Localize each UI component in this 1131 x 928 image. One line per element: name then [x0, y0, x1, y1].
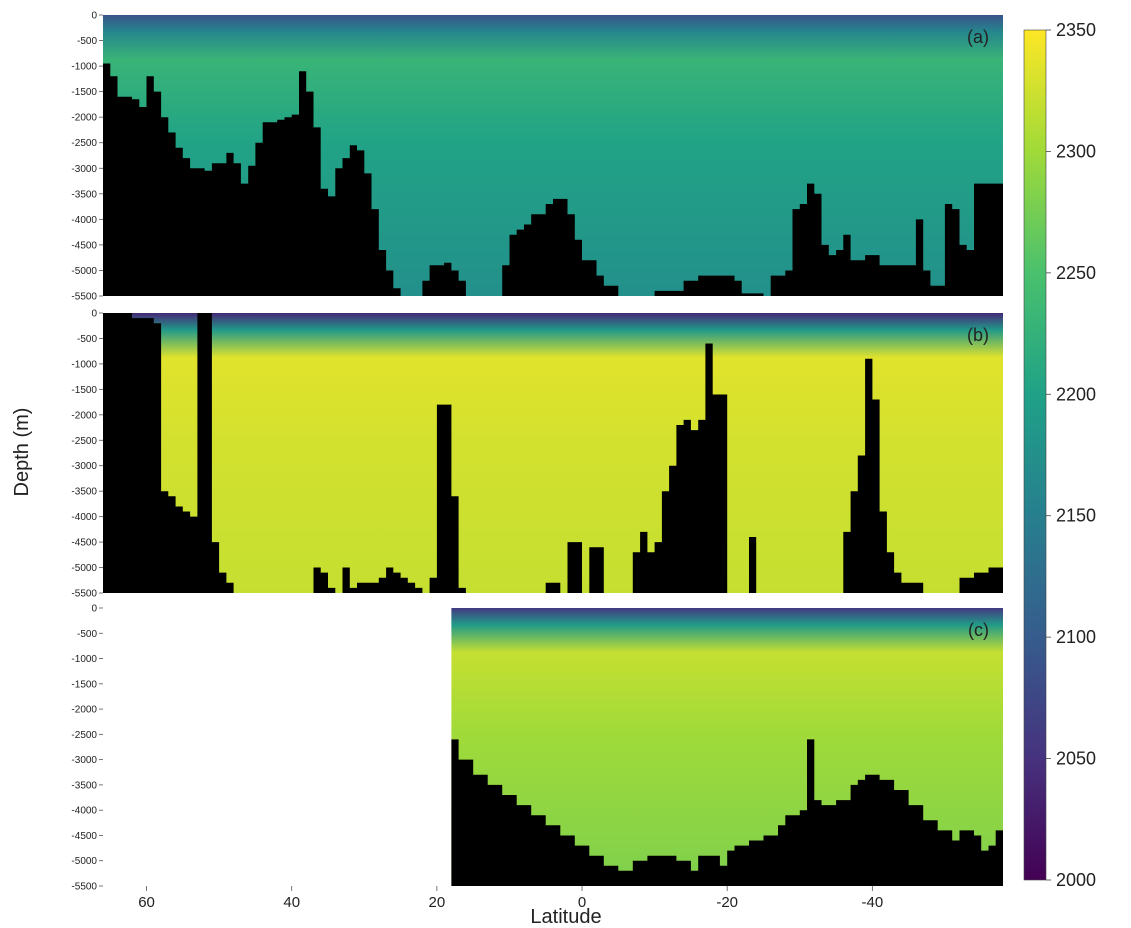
ytick-label: -1000 [71, 62, 97, 73]
ytick-label: -500 [77, 334, 97, 345]
ytick-label: -4500 [71, 538, 97, 549]
ytick-label: -1500 [71, 679, 97, 690]
panel-2: (b) [103, 313, 1003, 593]
ytick-label: -4000 [71, 512, 97, 523]
ytick-label: -5000 [71, 563, 97, 574]
ytick-label: -5000 [71, 856, 97, 867]
ytick-label: -4000 [71, 806, 97, 817]
ytick-label: -4500 [71, 831, 97, 842]
panel-label-1: (a) [967, 27, 989, 47]
xtick-label: 0 [578, 894, 586, 911]
ytick-label: -3000 [71, 164, 97, 175]
bathymetry-3 [451, 739, 1003, 886]
ytick-label: -2500 [71, 436, 97, 447]
colorbar-tick-label: 2050 [1056, 749, 1096, 769]
ytick-label: -5500 [71, 292, 97, 303]
ytick-label: -1000 [71, 654, 97, 665]
ytick-label: -4000 [71, 215, 97, 226]
ytick-label: -1000 [71, 359, 97, 370]
ytick-label: -2000 [71, 113, 97, 124]
bathymetry-2 [103, 313, 1003, 593]
panel-label-3: (c) [968, 620, 989, 640]
ytick-label: -1500 [71, 385, 97, 396]
panel-3: (c) [451, 608, 1003, 886]
panels-layer: (a) (b) (c) [103, 15, 1003, 886]
axes-layer: 0-500-1000-1500-2000-2500-3000-3500-4000… [71, 11, 883, 912]
ytick-label: -5500 [71, 882, 97, 893]
bathymetry-1 [103, 63, 1003, 296]
ytick-label: -500 [77, 36, 97, 47]
ytick-label: -500 [77, 629, 97, 640]
colorbar-tick-label: 2150 [1056, 506, 1096, 526]
ytick-label: -3000 [71, 755, 97, 766]
xtick-label: 20 [429, 894, 446, 911]
xtick-label: 60 [138, 894, 155, 911]
ytick-label: -2500 [71, 138, 97, 149]
panel-label-2: (b) [967, 325, 989, 345]
colorbar-tick-label: 2300 [1056, 141, 1096, 161]
ytick-label: -1500 [71, 87, 97, 98]
colorbar-tick-label: 2350 [1056, 20, 1096, 40]
ytick-label: -2000 [71, 410, 97, 421]
xtick-label: -20 [716, 894, 738, 911]
ytick-label: 0 [91, 309, 97, 320]
ytick-label: -2500 [71, 730, 97, 741]
colorbar-tick-label: 2200 [1056, 384, 1096, 404]
xtick-label: 40 [283, 894, 300, 911]
ytick-label: -2000 [71, 705, 97, 716]
colorbar-tick-label: 2000 [1056, 870, 1096, 890]
ytick-label: -3500 [71, 487, 97, 498]
colorbar-gradient [1023, 29, 1047, 881]
y-axis-label: Depth (m) [11, 408, 33, 497]
ytick-label: -3500 [71, 780, 97, 791]
ytick-label: -5000 [71, 266, 97, 277]
colorbar-tick-label: 2100 [1056, 627, 1096, 647]
ytick-label: 0 [91, 604, 97, 615]
panel-1: (a) [103, 15, 1003, 296]
xtick-label: -40 [862, 894, 884, 911]
ytick-label: -3000 [71, 461, 97, 472]
colorbar: 2350 2300 2250 2200 2150 2100 2050 2000 [1023, 20, 1096, 890]
ytick-label: -4500 [71, 240, 97, 251]
ytick-label: -5500 [71, 589, 97, 600]
x-axis-label: Latitude [530, 906, 601, 928]
colorbar-tick-label: 2250 [1056, 263, 1096, 283]
ytick-label: -3500 [71, 189, 97, 200]
ytick-label: 0 [91, 11, 97, 22]
